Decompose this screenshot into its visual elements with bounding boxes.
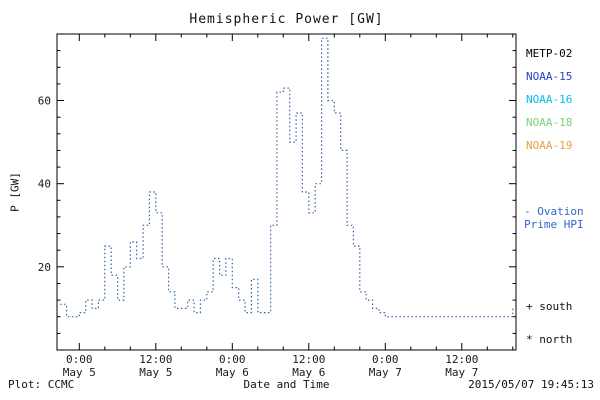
plot-source-label: Plot: CCMC xyxy=(8,378,75,391)
y-tick-label: 20 xyxy=(38,261,51,274)
x-tick-time-label: 0:00 xyxy=(66,353,93,366)
x-axis-label: Date and Time xyxy=(243,378,330,391)
page-title: Hemispheric Power [GW] xyxy=(189,12,384,27)
x-tick-time-label: 0:00 xyxy=(219,353,246,366)
legend-item-noaa16: NOAA-16 xyxy=(526,93,573,106)
legend-north-label: * north xyxy=(526,333,573,346)
legend-ovation-line1: - Ovation xyxy=(524,205,584,218)
x-tick-date-label: May 5 xyxy=(63,366,96,379)
x-tick-date-label: May 6 xyxy=(292,366,325,379)
y-tick-label: 40 xyxy=(38,178,51,191)
x-tick-date-label: May 5 xyxy=(139,366,172,379)
legend-ovation-line2: Prime HPI xyxy=(524,218,584,231)
y-axis-label: P [GW] xyxy=(8,172,22,212)
legend-satellites: METP-02 NOAA-15 NOAA-16 NOAA-18 NOAA-19 xyxy=(526,42,572,157)
legend-ovation-label: - Ovation Prime HPI xyxy=(524,205,584,231)
legend-item-noaa19: NOAA-19 xyxy=(526,139,573,152)
y-tick-label: 60 xyxy=(38,95,51,108)
timestamp-label: 2015/05/07 19:45:13 xyxy=(468,378,594,391)
hpi-data-line xyxy=(60,37,514,318)
legend-item-noaa18: NOAA-18 xyxy=(526,116,573,129)
x-tick-date-label: May 7 xyxy=(369,366,402,379)
x-tick-time-label: 12:00 xyxy=(139,353,172,366)
x-tick-time-label: 12:00 xyxy=(445,353,478,366)
x-tick-date-label: May 7 xyxy=(445,366,478,379)
x-tick-time-label: 12:00 xyxy=(292,353,325,366)
x-tick-date-label: May 6 xyxy=(216,366,249,379)
legend-item-noaa15: NOAA-15 xyxy=(526,70,573,83)
axis-frame xyxy=(56,33,517,351)
legend-south-label: + south xyxy=(526,300,573,313)
x-tick-time-label: 0:00 xyxy=(372,353,399,366)
legend-item-metp02: METP-02 xyxy=(526,47,573,60)
